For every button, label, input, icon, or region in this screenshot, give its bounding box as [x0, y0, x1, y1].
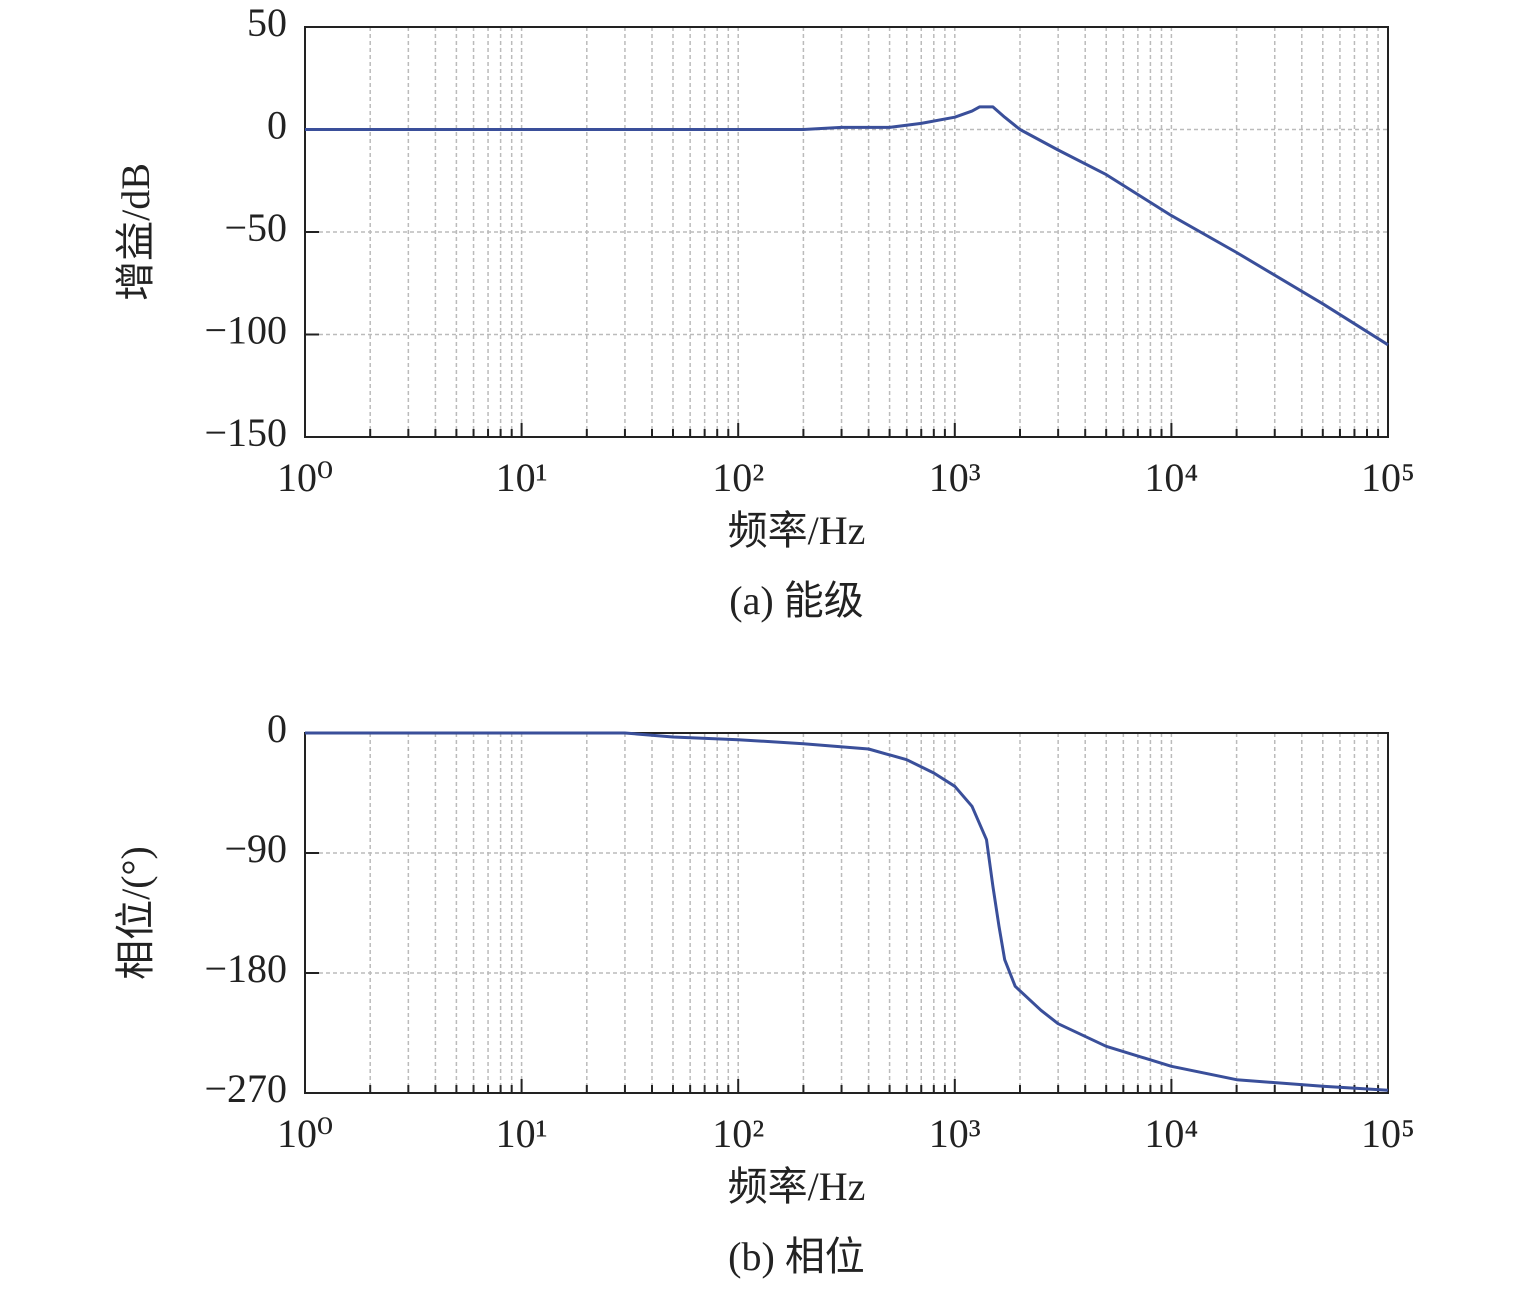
x-tick-label: 10⁰	[277, 455, 333, 500]
y-tick-label: −180	[204, 946, 287, 991]
x-tick-label: 10²	[712, 1111, 764, 1156]
x-tick-label: 10²	[712, 455, 764, 500]
x-tick-label: 10⁵	[1361, 1111, 1415, 1156]
y-axis-label: 增益/dB	[113, 163, 158, 301]
y-tick-label: −50	[224, 205, 287, 250]
x-tick-label: 10³	[929, 1111, 981, 1156]
y-tick-label: −100	[204, 308, 287, 353]
y-tick-label: 50	[247, 0, 287, 45]
x-tick-label: 10⁵	[1361, 455, 1415, 500]
x-axis-label: 频率/Hz	[728, 508, 866, 553]
x-tick-label: 10⁴	[1144, 455, 1198, 500]
caption: (b) 相位	[728, 1234, 865, 1279]
plot-frame	[304, 26, 1389, 438]
x-tick-label: 10⁴	[1144, 1111, 1198, 1156]
y-tick-label: 0	[267, 706, 287, 751]
caption: (a) 能级	[729, 578, 863, 623]
x-tick-label: 10⁰	[277, 1111, 333, 1156]
x-tick-label: 10¹	[496, 455, 548, 500]
subplot: 10⁰ 10¹ 10² 10³ 10⁴ 10⁵ 0 −90 −180 −270 频率/Hz (b) 相…	[113, 706, 1415, 1279]
y-tick-label: −90	[224, 826, 287, 871]
x-tick-label: 10¹	[496, 1111, 548, 1156]
x-tick-label: 10³	[929, 455, 981, 500]
y-tick-label: −150	[204, 410, 287, 455]
subplot: 10⁰ 10¹ 10² 10³ 10⁴ 10⁵ 50 0 −50 −100 −150 频率/Hz (a)…	[113, 0, 1415, 623]
line	[305, 105, 1389, 347]
y-tick-label: −270	[204, 1066, 287, 1111]
y-axis-label: 相位/(°)	[113, 846, 158, 980]
x-axis-label: 频率/Hz	[728, 1164, 866, 1209]
y-tick-label: 0	[267, 103, 287, 148]
plot-frame	[304, 732, 1389, 1094]
line	[305, 731, 1389, 1092]
